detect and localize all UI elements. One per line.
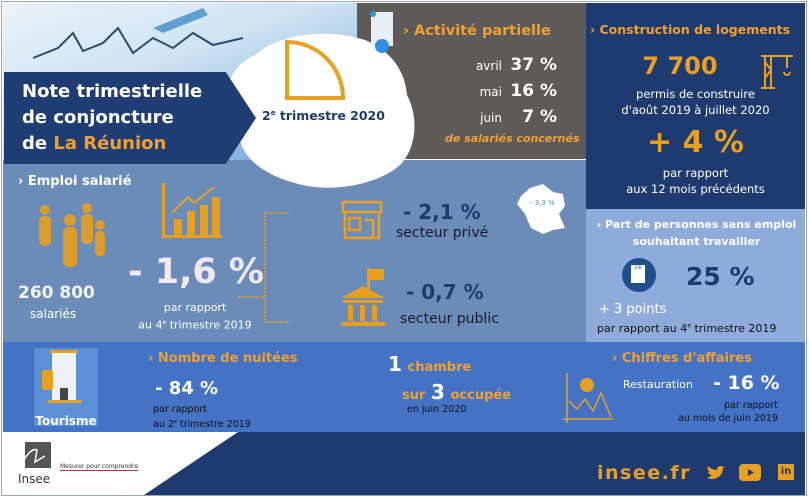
emploi-cmp: par rapport au 4e trimestre 2019 [138, 301, 252, 332]
construction-cmp: par rapport aux 12 mois précédents [626, 166, 765, 196]
hotel-tile: Tourisme [34, 348, 98, 428]
france-map [517, 184, 565, 234]
ca-value: - 16 % [713, 372, 780, 394]
crane-icon [761, 55, 793, 89]
activite-heading: › Activité partielle [403, 23, 551, 39]
tourisme-label: Tourisme [35, 414, 97, 428]
people-icon [39, 203, 105, 267]
branch-connector [238, 212, 290, 323]
sans-emploi-heading: › Part de personnes sans emploi souhaitan… [596, 218, 797, 248]
job-search-icon: JOB [622, 258, 656, 292]
public-building-icon [341, 268, 385, 326]
sans-emploi-value: 25 % [686, 262, 755, 291]
nuitees-value: - 84 % [155, 378, 219, 399]
tourisme-section [3, 342, 805, 432]
chambre-when: en juin 2020 [407, 404, 467, 415]
prive-value: - 2,1 % [403, 200, 481, 224]
ca-heading: › Chiffres d'affaires [612, 351, 752, 366]
ca-sector: Restauration [623, 378, 694, 391]
emploi-heading: › Emploi salarié [18, 174, 132, 189]
activite-row: mai 16 % [479, 81, 557, 101]
permits-value: 7 700 [642, 52, 718, 80]
nuitees-cmp: par rapport au 2e trimestre 2019 [153, 404, 251, 431]
activite-rows: avril 37 % mai 16 % juin 7 % [460, 53, 560, 131]
title-banner: Note trimestrielle de conjoncture de La … [4, 72, 256, 164]
public-value: - 0,7 % [406, 280, 484, 304]
insee-logo-text: Insee [18, 472, 51, 486]
france-value: - 3,3 % [530, 199, 555, 207]
prive-label: secteur privé [396, 225, 489, 241]
salaries-count: 260 800 [18, 283, 95, 303]
quarter-circle-icon [285, 39, 346, 100]
youtube-icon[interactable] [739, 464, 761, 481]
insee-site-link[interactable]: insee.fr [597, 462, 691, 484]
sans-emploi-cmp: par rapport au 4e trimestre 2019 [597, 322, 777, 335]
revenue-chart-icon [563, 373, 613, 423]
insee-logo [20, 442, 51, 469]
permits-desc: permis de construire d'août 2019 à juille… [621, 87, 770, 117]
chart-line-decoration [32, 8, 244, 59]
activite-row: avril 37 % [475, 55, 557, 75]
construction-heading: › Construction de logements [590, 22, 791, 37]
sans-emploi-change: + 3 points [599, 302, 667, 317]
construction-section [586, 3, 805, 206]
insee-tagline: Mesurer pour comprendre [60, 463, 139, 471]
construction-change: + 4 % [647, 125, 744, 160]
public-label: secteur public [400, 311, 499, 327]
title-line-2: de conjoncture [22, 107, 174, 128]
activite-note: de salariés concernés [445, 132, 580, 145]
nuitees-heading: › Nombre de nuitées [148, 351, 298, 366]
reunion-island-map [221, 33, 415, 188]
activite-row: juin 7 % [480, 107, 557, 127]
linkedin-icon[interactable]: in [778, 464, 794, 480]
shop-icon [341, 200, 383, 240]
salaries-label: salariés [30, 307, 77, 321]
hotel-icon [42, 350, 82, 403]
emploi-change: - 1,6 % [128, 252, 264, 292]
title-line-3: de La Réunion [22, 133, 167, 154]
document-clock-icon [370, 11, 393, 53]
growth-chart-icon [162, 183, 222, 238]
twitter-icon[interactable] [706, 465, 726, 481]
title-line-1: Note trimestrielle [22, 81, 203, 102]
period-label: 2e trimestre 2020 [262, 108, 385, 123]
chambre-stat: 1 chambre sur 3 occupée [388, 352, 512, 404]
ca-cmp: par rapport au mois de juin 2019 [678, 400, 778, 424]
